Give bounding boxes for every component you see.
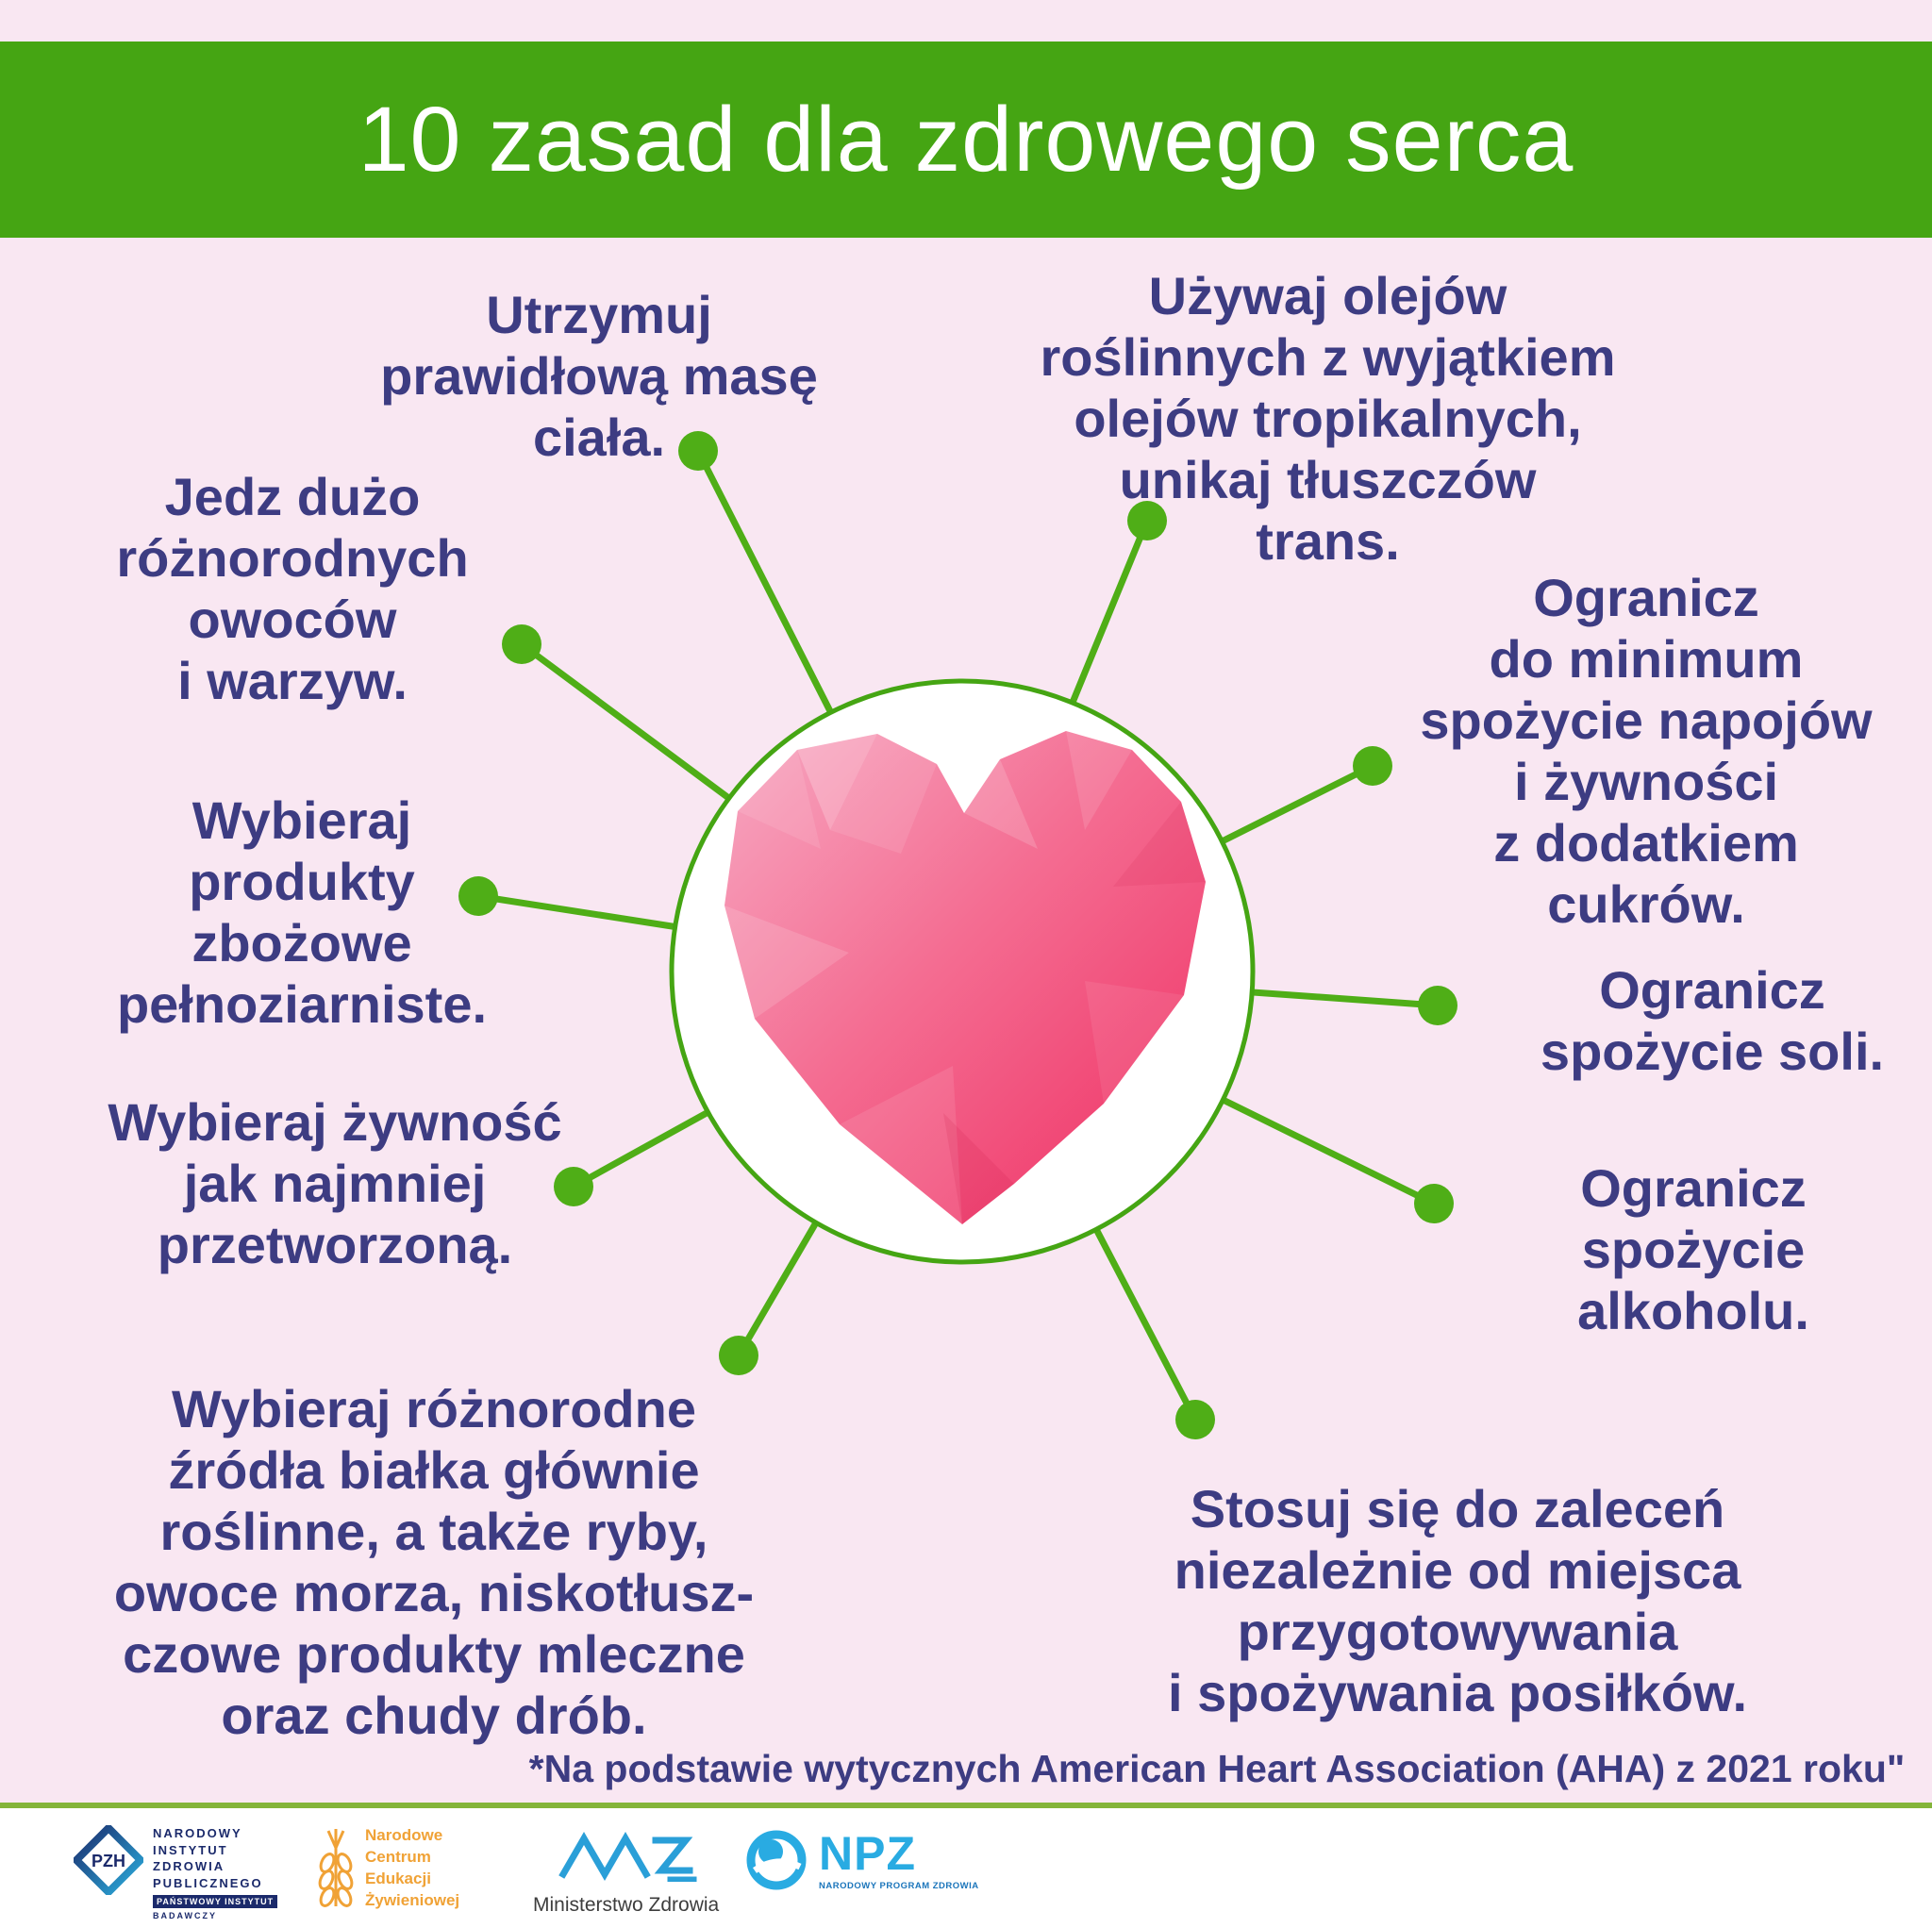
rule-utrzymuj-mase: Utrzymuj prawidłową masę ciała. [380, 285, 818, 467]
npz-logo-icon [746, 1830, 807, 1890]
npz-abbr: NPZ [819, 1826, 916, 1880]
nizp-pzh-logo-icon: PZH [74, 1825, 143, 1895]
title-banner: 10 zasad dla zdrowego serca [0, 42, 1932, 238]
npz-logo: NPZ NARODOWY PROGRAM ZDROWIA [745, 1829, 979, 1891]
mz-logo-icon [558, 1832, 697, 1884]
rule-produkty-zbozowe: Wybieraj produkty zbożowe pełnoziarniste… [116, 790, 488, 1034]
rule-zrodla-bialka: Wybieraj różnorodne źródła białka główni… [113, 1379, 755, 1745]
npz-caption: NARODOWY PROGRAM ZDROWIA [819, 1880, 979, 1891]
mz-logo-label: Ministerstwo Zdrowia [533, 1894, 720, 1916]
connector-dot [1414, 1184, 1454, 1223]
nizp-pzh-sub1: PAŃSTWOWY INSTYTUT [153, 1895, 278, 1909]
ncez-logo: Narodowe Centrum Edukacji Żywieniowej [316, 1825, 459, 1912]
connector-dot [1175, 1400, 1215, 1439]
connector-dot [1127, 501, 1167, 540]
rule-zywnosc-nieprzetworzona: Wybieraj żywność jak najmniej przetworzo… [108, 1092, 562, 1274]
connector-dot [719, 1336, 758, 1375]
footer: PZH NARODOWY INSTYTUT ZDROWIA PUBLICZNEG… [0, 1808, 1932, 1928]
connector-dot [554, 1167, 593, 1206]
rule-ogranicz-cukry: Ogranicz do minimum spożycie napojów i ż… [1420, 568, 1873, 934]
nizp-pzh-logo: PZH NARODOWY INSTYTUT ZDROWIA PUBLICZNEG… [74, 1825, 278, 1921]
rule-ogranicz-sol: Ogranicz spożycie soli. [1540, 960, 1885, 1081]
wheat-icon [318, 1829, 354, 1907]
rule-stosuj-zalecenia: Stosuj się do zaleceń niezależnie od mie… [1167, 1479, 1748, 1722]
heart-icon [724, 731, 1206, 1224]
connector-dot [458, 876, 498, 916]
nizp-pzh-logo-text: NARODOWY INSTYTUT ZDROWIA PUBLICZNEGO [153, 1826, 263, 1890]
rule-oleje-roslinne: Używaj olejów roślinnych z wyjątkiem ole… [1040, 266, 1616, 571]
footnote: *Na podstawie wytycznych American Heart … [528, 1747, 1906, 1790]
ncez-logo-text: Narodowe Centrum Edukacji Żywieniowej [365, 1826, 460, 1909]
footer-divider [0, 1803, 1932, 1808]
connector-dot [1353, 746, 1392, 786]
svg-text:PZH: PZH [92, 1852, 125, 1870]
rule-ogranicz-alkohol: Ogranicz spożycie alkoholu. [1577, 1158, 1809, 1340]
connector-dot [502, 624, 541, 664]
page-title: 10 zasad dla zdrowego serca [358, 88, 1574, 191]
connector-dot [678, 431, 718, 471]
connector-dots [458, 431, 1457, 1439]
rule-jedz-owoce-warzywa: Jedz dużo różnorodnych owoców i warzyw. [116, 467, 469, 710]
mz-logo: Ministerstwo Zdrowia [533, 1829, 719, 1917]
connector-dot [1418, 986, 1457, 1025]
nizp-pzh-sub2: BADAWCZY [153, 1911, 217, 1921]
